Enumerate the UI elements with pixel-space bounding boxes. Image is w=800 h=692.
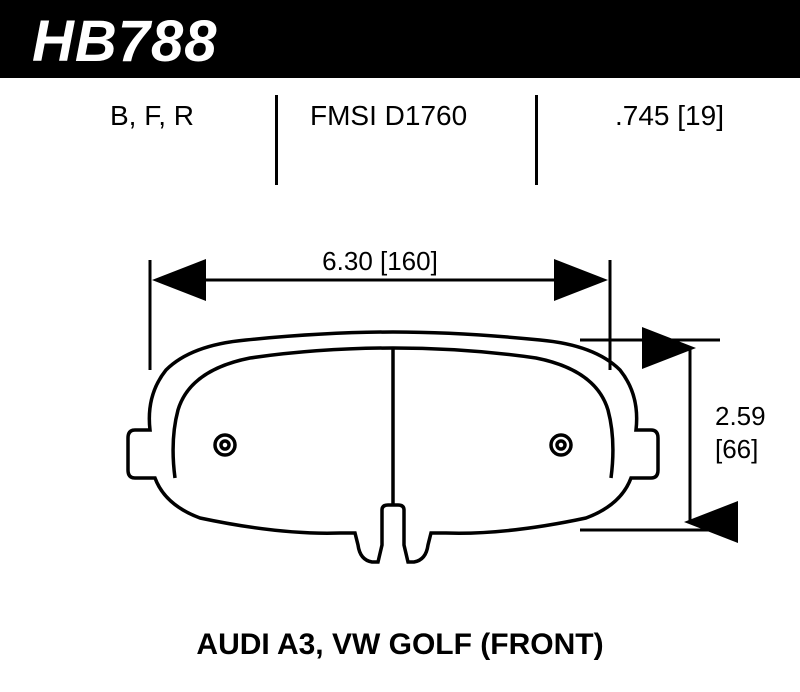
application-label: AUDI A3, VW GOLF (FRONT) (0, 628, 800, 662)
brake-pad-shape (128, 332, 658, 562)
width-dimension: 6.30 [160] (150, 246, 610, 370)
height-label-2: [66] (715, 434, 758, 464)
height-label-1: 2.59 (715, 401, 766, 431)
width-label: 6.30 [160] (322, 246, 438, 276)
brake-pad-diagram: 6.30 [160] 2.59 [66] (0, 0, 800, 692)
height-dimension: 2.59 [66] (580, 340, 766, 530)
